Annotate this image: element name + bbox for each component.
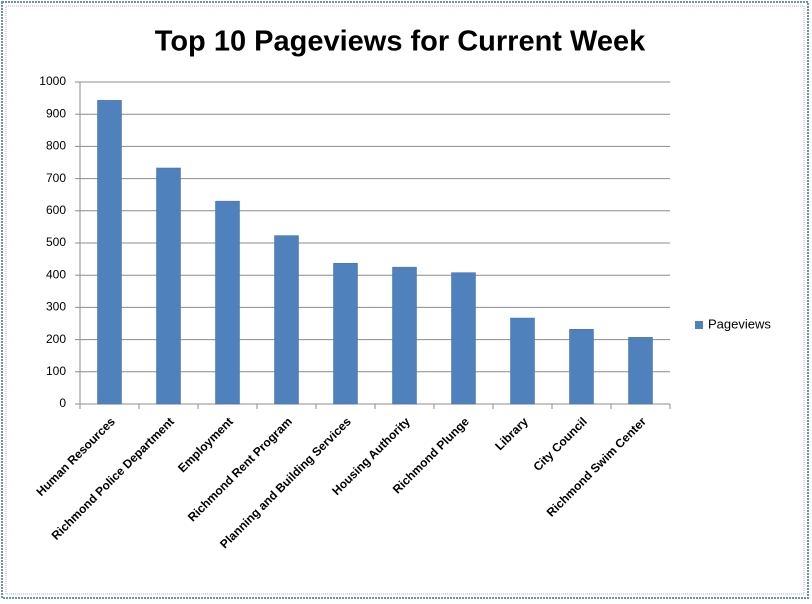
y-tick-label: 900 <box>46 106 66 120</box>
bar <box>392 266 417 405</box>
bar <box>569 329 594 405</box>
bar <box>451 272 476 405</box>
y-tick-label: 200 <box>46 332 66 346</box>
y-tick-label: 800 <box>46 139 66 153</box>
bar <box>156 167 181 405</box>
legend-label: Pageviews <box>708 316 771 331</box>
chart-title: Top 10 Pageviews for Current Week <box>155 26 646 58</box>
bar <box>628 337 653 405</box>
y-tick-label: 1000 <box>39 74 66 88</box>
bar <box>274 235 299 405</box>
bar <box>510 317 535 405</box>
y-tick-label: 400 <box>46 267 66 281</box>
chart-border-inner <box>5 5 805 595</box>
y-tick-label: 100 <box>46 364 66 378</box>
bar <box>333 263 358 405</box>
y-tick-label: 0 <box>59 396 66 410</box>
bar <box>97 100 122 405</box>
legend-swatch <box>695 321 703 329</box>
y-tick-label: 500 <box>46 235 66 249</box>
bar <box>215 200 240 405</box>
y-tick-label: 700 <box>46 171 66 185</box>
y-tick-label: 600 <box>46 203 66 217</box>
y-tick-label: 300 <box>46 300 66 314</box>
